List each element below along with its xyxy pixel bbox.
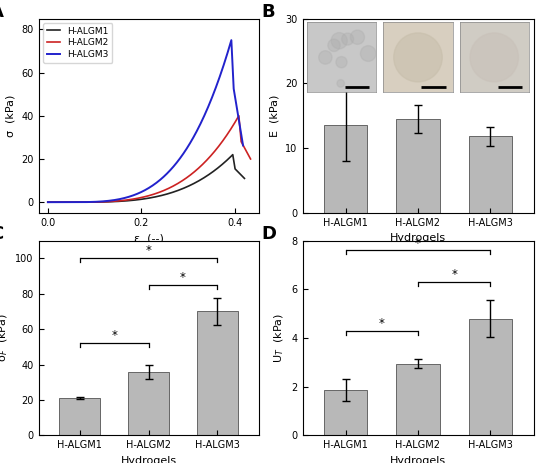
H-ALGM1 bbox=[211, 168, 217, 174]
Bar bbox=[324, 125, 367, 213]
Line: H-ALGM1: H-ALGM1 bbox=[48, 155, 244, 202]
Bar bbox=[397, 119, 439, 213]
Bar bbox=[324, 390, 367, 435]
H-ALGM3 bbox=[225, 49, 232, 54]
X-axis label: Hydrogels: Hydrogels bbox=[390, 456, 446, 463]
H-ALGM2 bbox=[232, 119, 239, 125]
Text: *: * bbox=[111, 329, 117, 342]
H-ALGM1 bbox=[241, 175, 248, 181]
Line: H-ALGM3: H-ALGM3 bbox=[48, 40, 243, 202]
X-axis label: Hydrogels: Hydrogels bbox=[120, 456, 177, 463]
Bar bbox=[397, 363, 439, 435]
H-ALGM2 bbox=[235, 113, 242, 119]
Legend: H-ALGM1, H-ALGM2, H-ALGM3: H-ALGM1, H-ALGM2, H-ALGM3 bbox=[43, 23, 112, 63]
H-ALGM3 bbox=[45, 200, 51, 205]
H-ALGM3 bbox=[114, 197, 120, 202]
H-ALGM3 bbox=[142, 187, 149, 193]
Text: C: C bbox=[0, 225, 3, 243]
Bar bbox=[197, 312, 238, 435]
H-ALGM1 bbox=[144, 196, 150, 201]
H-ALGM1 bbox=[174, 188, 180, 194]
Text: *: * bbox=[146, 244, 151, 257]
Y-axis label: E  (kPa): E (kPa) bbox=[270, 94, 280, 137]
Text: D: D bbox=[261, 225, 276, 243]
Y-axis label: U$_T$  (kPa): U$_T$ (kPa) bbox=[272, 313, 286, 363]
Text: *: * bbox=[180, 271, 186, 284]
H-ALGM1 bbox=[45, 200, 51, 205]
Y-axis label: σ$_F$  (kPa): σ$_F$ (kPa) bbox=[0, 313, 10, 363]
Text: *: * bbox=[415, 237, 421, 250]
H-ALGM1 bbox=[226, 155, 233, 161]
Text: *: * bbox=[379, 317, 385, 330]
H-ALGM3 bbox=[240, 143, 246, 148]
Text: B: B bbox=[261, 3, 274, 21]
H-ALGM3 bbox=[228, 38, 235, 43]
Bar bbox=[59, 398, 100, 435]
H-ALGM2 bbox=[45, 200, 51, 205]
H-ALGM2 bbox=[248, 156, 254, 162]
H-ALGM2 bbox=[230, 123, 236, 128]
H-ALGM1 bbox=[229, 152, 236, 157]
Bar bbox=[128, 372, 169, 435]
X-axis label: ε  (--): ε (--) bbox=[134, 233, 163, 244]
H-ALGM3 bbox=[173, 160, 179, 166]
Bar bbox=[469, 319, 512, 435]
H-ALGM2 bbox=[178, 179, 185, 184]
H-ALGM2 bbox=[146, 193, 153, 198]
H-ALGM3 bbox=[223, 56, 229, 61]
Y-axis label: σ  (kPa): σ (kPa) bbox=[6, 94, 16, 137]
Text: A: A bbox=[0, 3, 4, 21]
Bar bbox=[469, 137, 512, 213]
H-ALGM1 bbox=[224, 157, 230, 163]
Line: H-ALGM2: H-ALGM2 bbox=[48, 116, 251, 202]
Text: *: * bbox=[451, 268, 457, 281]
H-ALGM3 bbox=[210, 93, 216, 99]
H-ALGM2 bbox=[216, 143, 223, 148]
H-ALGM1 bbox=[114, 199, 121, 204]
H-ALGM2 bbox=[116, 198, 123, 204]
X-axis label: Hydrogels: Hydrogels bbox=[390, 233, 446, 244]
